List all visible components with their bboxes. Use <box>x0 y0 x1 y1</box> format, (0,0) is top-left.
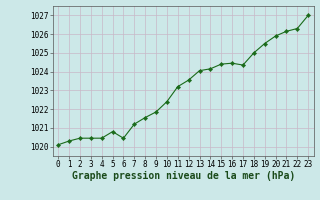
X-axis label: Graphe pression niveau de la mer (hPa): Graphe pression niveau de la mer (hPa) <box>72 171 295 181</box>
